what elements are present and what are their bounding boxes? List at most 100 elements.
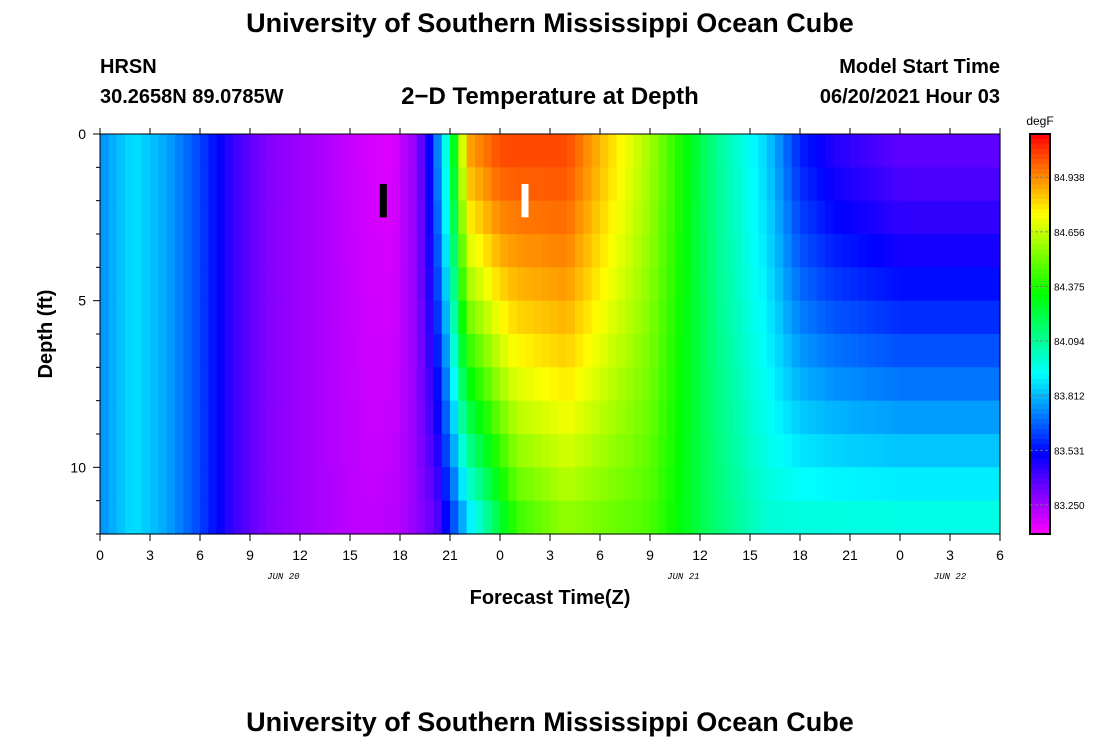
heatmap-cell [516, 134, 526, 168]
heatmap-cell [308, 134, 318, 168]
heatmap-cell [258, 267, 268, 302]
heatmap-cell [650, 467, 659, 502]
heatmap-cell [675, 267, 684, 302]
heatmap-cell [658, 267, 668, 302]
heatmap-cell [250, 467, 259, 502]
heatmap-cell [166, 200, 176, 235]
heatmap-cell [875, 300, 884, 335]
heatmap-cell [983, 200, 993, 235]
heatmap-cell [108, 500, 118, 535]
footer-title: University of Southern Mississippi Ocean… [246, 707, 854, 737]
heatmap-cell [425, 267, 434, 302]
heatmap-cell [666, 300, 676, 335]
heatmap-cell [508, 400, 518, 435]
heatmap-cell [233, 267, 243, 302]
heatmap-cell [250, 500, 259, 535]
heatmap-cell [283, 300, 293, 335]
heatmap-cell [625, 500, 634, 535]
heatmap-cell [383, 134, 393, 168]
heatmap-cell [491, 234, 501, 268]
heatmap-cell [508, 200, 518, 235]
x-tick-label: 18 [392, 547, 408, 563]
heatmap-cell [191, 267, 201, 302]
heatmap-cell [891, 134, 901, 168]
heatmap-cell [266, 367, 276, 402]
heatmap-cell [691, 434, 701, 468]
heatmap-cell [266, 300, 276, 335]
heatmap-cell [408, 300, 418, 335]
heatmap-cell [841, 134, 851, 168]
heatmap-cell [866, 500, 876, 535]
heatmap-cell [941, 167, 951, 202]
heatmap-cell [708, 234, 718, 268]
heatmap-cell [816, 367, 826, 402]
heatmap-cell [308, 200, 318, 235]
heatmap-cell [858, 467, 868, 502]
heatmap-cell [666, 234, 676, 268]
heatmap-cell [191, 467, 201, 502]
heatmap-cell [466, 500, 476, 535]
colorbar-segment [1030, 479, 1050, 485]
colorbar-frame [1029, 133, 1051, 535]
heatmap-cell [941, 434, 951, 468]
heatmap-cell [766, 234, 776, 268]
heatmap-cell [400, 300, 409, 335]
x-tick-label: 18 [792, 547, 808, 563]
heatmap-cell [950, 500, 959, 535]
heatmap-cell [750, 300, 759, 335]
heatmap-cell [441, 200, 451, 235]
colorbar-segment [1030, 494, 1050, 500]
heatmap-cell [650, 400, 659, 435]
heatmap-cell [241, 167, 251, 202]
page-title: University of Southern Mississippi Ocean… [246, 8, 854, 38]
heatmap-cell [541, 400, 551, 435]
heatmap-cell [558, 267, 568, 302]
colorbar-segment [1030, 329, 1050, 335]
heatmap-cell [250, 334, 259, 368]
heatmap-cell [150, 267, 159, 302]
heatmap-cell [983, 500, 993, 535]
heatmap-cell [358, 400, 368, 435]
heatmap-cell [183, 234, 193, 268]
heatmap-cell [333, 234, 343, 268]
colorbar-segment [1030, 199, 1050, 205]
heatmap-cell [650, 134, 659, 168]
x-axis: 0 3 6 9 12 15 18 21 0 3 6 9 12 15 18 21 0 3 6 JUN 20 JUN 21 J… [96, 128, 1004, 582]
x-tick-label: 21 [842, 547, 858, 563]
heatmap-cell [750, 200, 759, 235]
heatmap-cell [391, 434, 401, 468]
heatmap-cell [891, 367, 901, 402]
heatmap-cell [375, 467, 384, 502]
heatmap-cell [925, 367, 934, 402]
heatmap-cell [216, 267, 226, 302]
model-start-value: 06/20/2021 Hour 03 [819, 86, 1000, 108]
heatmap-cell [616, 234, 626, 268]
heatmap-cell [941, 300, 951, 335]
heatmap-cell [858, 167, 868, 202]
heatmap-cell [800, 500, 809, 535]
heatmap-cell [166, 134, 176, 168]
heatmap-cell [541, 200, 551, 235]
heatmap-cell [466, 434, 476, 468]
heatmap-cell [983, 467, 993, 502]
heatmap-cell [125, 134, 134, 168]
heatmap-cell [683, 267, 693, 302]
heatmap-cell [441, 400, 451, 435]
heatmap-cell [475, 167, 484, 202]
heatmap-cell [408, 467, 418, 502]
heatmap-cell [533, 367, 543, 402]
heatmap-cell [883, 400, 893, 435]
heatmap-cell [166, 234, 176, 268]
heatmap-cell [975, 467, 984, 502]
heatmap-cell [533, 267, 543, 302]
heatmap-cell [625, 200, 634, 235]
heatmap-cell [350, 134, 359, 168]
heatmap-cell [283, 234, 293, 268]
heatmap-cell [766, 467, 776, 502]
heatmap-cell [625, 334, 634, 368]
heatmap-cell [233, 467, 243, 502]
heatmap-cell [883, 167, 893, 202]
heatmap-cell [141, 234, 151, 268]
x-tick-label: 9 [246, 547, 254, 563]
heatmap-cell [433, 367, 443, 402]
